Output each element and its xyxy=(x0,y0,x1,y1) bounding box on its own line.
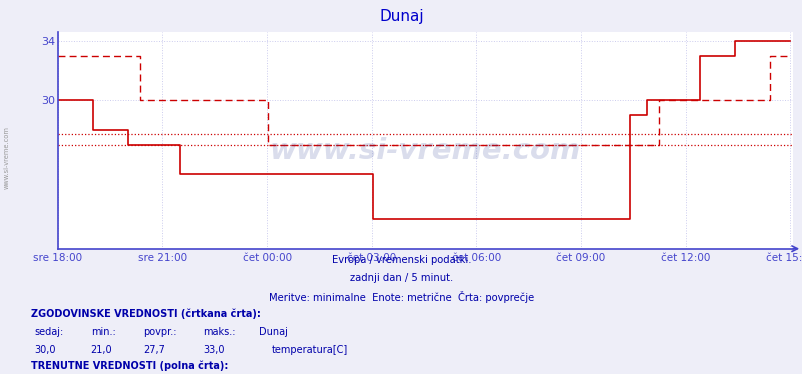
Text: www.si-vreme.com: www.si-vreme.com xyxy=(269,137,581,165)
Text: povpr.:: povpr.: xyxy=(143,327,176,337)
Text: sedaj:: sedaj: xyxy=(34,327,63,337)
Text: TRENUTNE VREDNOSTI (polna črta):: TRENUTNE VREDNOSTI (polna črta): xyxy=(30,360,228,371)
Text: zadnji dan / 5 minut.: zadnji dan / 5 minut. xyxy=(350,273,452,283)
Text: 33,0: 33,0 xyxy=(203,345,225,355)
Text: www.si-vreme.com: www.si-vreme.com xyxy=(3,126,10,188)
Text: Dunaj: Dunaj xyxy=(379,9,423,24)
Text: 21,0: 21,0 xyxy=(91,345,112,355)
Text: temperatura[C]: temperatura[C] xyxy=(272,345,348,355)
Text: Dunaj: Dunaj xyxy=(259,327,288,337)
Text: 30,0: 30,0 xyxy=(34,345,56,355)
Text: min.:: min.: xyxy=(91,327,115,337)
Text: maks.:: maks.: xyxy=(203,327,235,337)
Text: Meritve: minimalne  Enote: metrične  Črta: povprečje: Meritve: minimalne Enote: metrične Črta:… xyxy=(269,291,533,303)
Text: ZGODOVINSKE VREDNOSTI (črtkana črta):: ZGODOVINSKE VREDNOSTI (črtkana črta): xyxy=(30,309,260,319)
Text: 27,7: 27,7 xyxy=(143,345,164,355)
Text: Evropa / vremenski podatki.: Evropa / vremenski podatki. xyxy=(331,255,471,265)
